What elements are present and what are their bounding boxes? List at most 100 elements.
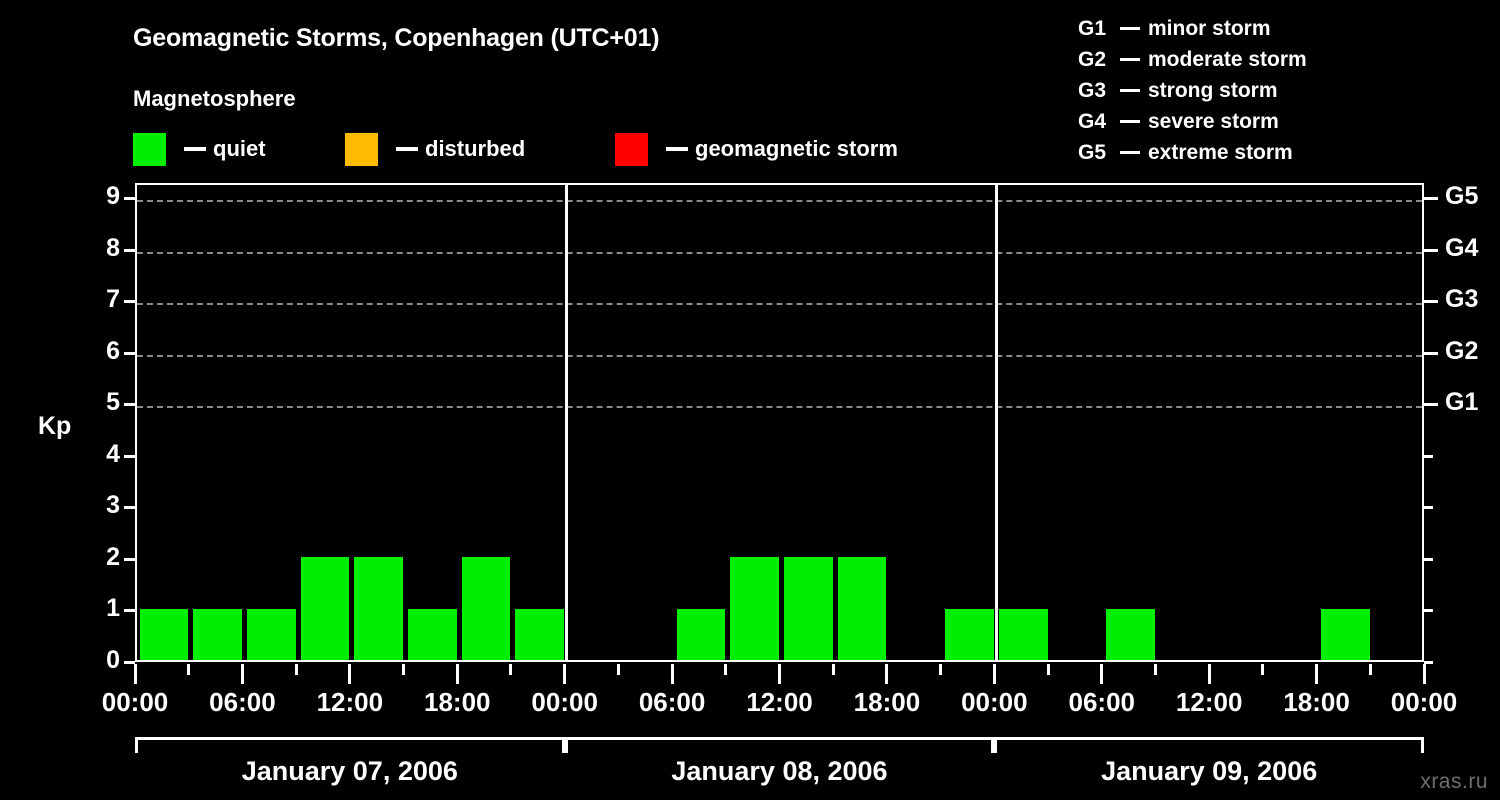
y-tick-label-4: 4 [106, 439, 120, 468]
legend-swatch-disturbed [345, 132, 378, 166]
bar-kp [1106, 608, 1155, 660]
date-label: January 08, 2006 [671, 756, 888, 786]
x-axis-time-label: 00:00 [101, 687, 169, 717]
g-axis-label-g3: G3 [1445, 285, 1479, 314]
x-axis-time-label: 18:00 [853, 687, 921, 717]
bar-kp [193, 608, 242, 660]
gscale-code: G3 [1078, 78, 1107, 102]
y-tick-label-8: 8 [106, 233, 120, 262]
gscale-description: minor storm [1148, 16, 1271, 40]
legend-swatch-quiet [133, 132, 166, 166]
right-tick-mark-9 [1424, 197, 1438, 201]
bar-kp [515, 608, 565, 660]
gscale-row-g4: G4 severe storm [1078, 106, 1498, 137]
x-tick-16 [992, 664, 996, 684]
right-tick-mark-2 [1424, 557, 1433, 561]
gscale-description: moderate storm [1148, 47, 1307, 71]
y-tick-mark-9 [124, 197, 135, 201]
x-axis-time-label: 06:00 [1068, 687, 1136, 717]
bar-kp [837, 557, 887, 660]
g-axis-label-g1: G1 [1445, 388, 1479, 417]
x-tick-9 [616, 664, 620, 675]
x-tick-13 [831, 664, 835, 675]
watermark: xras.ru [1420, 770, 1488, 793]
date-bracket-3 [994, 737, 1424, 753]
x-axis-time-label: 00:00 [1390, 687, 1458, 717]
legend-dash-icon [184, 147, 206, 151]
gscale-description: extreme storm [1148, 140, 1293, 164]
x-tick-6 [455, 664, 459, 684]
legend-label-disturbed: disturbed [425, 136, 526, 161]
x-tick-2 [240, 664, 244, 684]
bar-kp [945, 608, 994, 660]
subsystem-label: Magnetosphere [133, 86, 296, 111]
gscale-dash-icon [1120, 58, 1140, 61]
x-tick-17 [1046, 664, 1050, 675]
x-axis-time-label: 00:00 [961, 687, 1028, 717]
x-tick-5 [402, 664, 406, 675]
y-tick-label-6: 6 [106, 336, 120, 365]
bar-kp [139, 608, 189, 660]
bar-kp [998, 608, 1048, 660]
legend-entry-disturbed: disturbed [345, 131, 525, 167]
x-axis-time-label: 12:00 [316, 687, 384, 717]
x-tick-7 [509, 664, 513, 675]
gridline-kp-9 [137, 200, 1422, 203]
right-tick-mark-0 [1424, 661, 1433, 664]
x-tick-21 [1261, 664, 1265, 675]
g-axis-label-g4: G4 [1445, 233, 1479, 262]
x-tick-11 [724, 664, 728, 675]
y-axis-left: 0 1 2 3 4 5 6 7 8 9 [75, 183, 120, 673]
gscale-row-g5: G5 extreme storm [1078, 137, 1498, 168]
x-tick-22 [1315, 664, 1319, 684]
x-axis-time-label: 06:00 [638, 687, 706, 717]
x-axis-time-label: 06:00 [209, 687, 276, 717]
y-tick-mark-2 [124, 557, 135, 561]
gscale-description: strong storm [1148, 78, 1278, 102]
right-tick-mark-1 [1424, 609, 1433, 613]
y-axis-right-gscale: G1 G2 G3 G4 G5 [1445, 183, 1500, 662]
gridline-kp-5 [137, 406, 1422, 409]
gscale-row-g2: G2 moderate storm [1078, 44, 1498, 75]
y-tick-mark-0 [124, 661, 135, 664]
right-tick-mark-8 [1424, 248, 1438, 252]
y-tick-mark-8 [124, 248, 135, 252]
gscale-dash-icon [1120, 120, 1140, 123]
bar-kp [784, 557, 833, 660]
x-tick-20 [1207, 664, 1211, 684]
date-brackets: January 07, 2006 January 08, 2006 January … [0, 737, 1500, 799]
y-tick-mark-1 [124, 609, 135, 613]
y-tick-mark-7 [124, 300, 135, 304]
day-separator-2 [994, 185, 998, 660]
legend-entry-quiet: quiet [133, 131, 266, 167]
right-tick-mark-6 [1424, 351, 1438, 355]
x-tick-8 [563, 664, 567, 684]
x-axis-time-label: 12:00 [1175, 687, 1243, 717]
gridline-kp-8 [137, 251, 1422, 254]
x-axis-ticks [0, 664, 1500, 686]
x-tick-23 [1368, 664, 1372, 675]
chart-plot-inner [137, 185, 1422, 660]
x-tick-18 [1100, 664, 1104, 684]
date-label: January 09, 2006 [1101, 756, 1318, 786]
right-tick-mark-7 [1424, 300, 1438, 304]
y-tick-label-7: 7 [106, 285, 120, 314]
chart-plot-area [135, 183, 1424, 662]
gscale-code: G1 [1078, 16, 1107, 40]
legend-dash-icon [396, 147, 418, 151]
bar-kp [408, 608, 457, 660]
bar-kp [461, 557, 511, 660]
legend-entry-storm: geomagnetic storm [615, 131, 898, 167]
gscale-code: G5 [1078, 140, 1107, 164]
gscale-code: G4 [1078, 109, 1107, 133]
gridline-kp-6 [137, 354, 1422, 357]
y-tick-label-2: 2 [106, 542, 120, 571]
gscale-legend: G1 minor storm G2 moderate storm G3 strong st… [1078, 13, 1498, 168]
x-axis-time-label: 18:00 [1283, 687, 1350, 717]
x-tick-3 [294, 664, 298, 675]
gridline-kp-7 [137, 303, 1422, 306]
bar-kp [246, 608, 296, 660]
gscale-dash-icon [1120, 89, 1140, 92]
y-tick-label-3: 3 [106, 491, 120, 520]
x-axis-time-label: 12:00 [746, 687, 813, 717]
